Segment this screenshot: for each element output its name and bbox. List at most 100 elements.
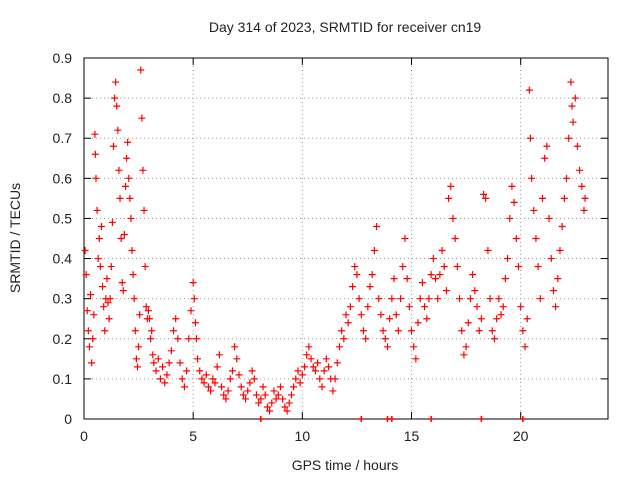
data-point bbox=[146, 315, 153, 323]
data-point bbox=[126, 194, 134, 202]
data-point bbox=[123, 154, 131, 162]
data-point bbox=[440, 263, 448, 271]
data-point bbox=[119, 287, 127, 295]
data-point bbox=[95, 235, 103, 242]
data-point bbox=[394, 327, 402, 335]
data-point bbox=[545, 214, 553, 222]
data-point bbox=[344, 319, 352, 327]
data-point bbox=[338, 327, 346, 335]
data-point bbox=[252, 391, 260, 399]
data-point bbox=[484, 247, 492, 255]
data-point bbox=[541, 154, 549, 162]
data-point bbox=[235, 371, 243, 379]
data-point bbox=[92, 174, 100, 182]
data-point bbox=[386, 315, 394, 323]
data-point bbox=[298, 371, 306, 379]
data-point bbox=[144, 307, 152, 315]
data-point bbox=[137, 66, 145, 74]
data-point bbox=[423, 315, 431, 323]
data-point bbox=[453, 263, 461, 271]
data-point bbox=[442, 287, 450, 295]
data-point bbox=[340, 335, 348, 343]
data-point bbox=[287, 391, 295, 399]
data-point bbox=[351, 263, 359, 271]
y-tick-label: 0.7 bbox=[53, 130, 73, 146]
data-point bbox=[99, 283, 107, 291]
data-point bbox=[94, 255, 102, 263]
data-point bbox=[504, 255, 512, 263]
data-point bbox=[526, 134, 534, 142]
data-point bbox=[399, 263, 407, 271]
y-tick-label: 0.8 bbox=[53, 90, 73, 106]
data-point bbox=[170, 327, 178, 335]
data-point bbox=[285, 399, 293, 407]
data-point bbox=[532, 235, 540, 242]
data-point bbox=[149, 351, 157, 359]
data-point bbox=[140, 206, 148, 214]
data-point bbox=[366, 283, 374, 291]
data-point bbox=[307, 355, 315, 363]
x-axis-label: GPS time / hours bbox=[292, 457, 399, 473]
data-point bbox=[274, 391, 282, 399]
data-point bbox=[578, 182, 586, 190]
data-point bbox=[290, 383, 298, 391]
data-point bbox=[580, 206, 588, 214]
data-point bbox=[128, 247, 136, 255]
data-point bbox=[105, 315, 113, 323]
data-point bbox=[342, 311, 350, 319]
data-point bbox=[292, 375, 300, 383]
data-point bbox=[294, 367, 302, 375]
data-point bbox=[189, 279, 197, 287]
data-point bbox=[576, 166, 584, 174]
data-point bbox=[248, 367, 256, 375]
data-points bbox=[81, 66, 589, 415]
data-point bbox=[397, 295, 405, 303]
data-point bbox=[569, 118, 577, 126]
baseline-marker bbox=[519, 416, 526, 422]
data-point bbox=[180, 383, 188, 391]
baseline-markers bbox=[257, 416, 526, 422]
data-point bbox=[209, 375, 217, 383]
data-point bbox=[510, 198, 518, 206]
data-point bbox=[333, 359, 341, 367]
data-point bbox=[418, 279, 426, 287]
data-point bbox=[111, 94, 119, 102]
data-point bbox=[512, 235, 520, 242]
data-point bbox=[499, 303, 507, 311]
data-point bbox=[148, 327, 156, 335]
data-point bbox=[359, 327, 367, 335]
data-point bbox=[103, 275, 111, 283]
data-point bbox=[120, 230, 128, 238]
x-axis: 0 5 10 15 20 bbox=[80, 58, 529, 444]
plot-frame bbox=[83, 57, 609, 420]
data-point bbox=[277, 383, 284, 391]
data-point bbox=[124, 138, 132, 146]
data-point bbox=[231, 343, 239, 351]
data-point bbox=[90, 311, 98, 319]
data-point bbox=[147, 335, 155, 343]
data-point bbox=[480, 190, 488, 198]
data-point bbox=[82, 271, 90, 279]
data-point bbox=[362, 335, 370, 343]
y-tick-label: 0.4 bbox=[53, 251, 73, 267]
data-point bbox=[138, 114, 146, 122]
data-point bbox=[521, 343, 529, 351]
data-point bbox=[508, 182, 516, 190]
data-point bbox=[388, 295, 396, 303]
data-point bbox=[117, 235, 125, 242]
data-point bbox=[490, 335, 498, 343]
data-point bbox=[316, 375, 324, 383]
data-point bbox=[416, 295, 424, 303]
x-tick-label: 15 bbox=[404, 428, 420, 444]
data-point bbox=[517, 303, 525, 311]
y-tick-label: 0.5 bbox=[53, 210, 73, 226]
data-point bbox=[349, 283, 357, 291]
data-point bbox=[141, 263, 149, 271]
data-point bbox=[560, 194, 568, 202]
data-point bbox=[127, 214, 135, 222]
data-point bbox=[547, 255, 555, 263]
data-point bbox=[458, 327, 466, 335]
data-point bbox=[528, 174, 536, 182]
data-point bbox=[112, 78, 120, 86]
